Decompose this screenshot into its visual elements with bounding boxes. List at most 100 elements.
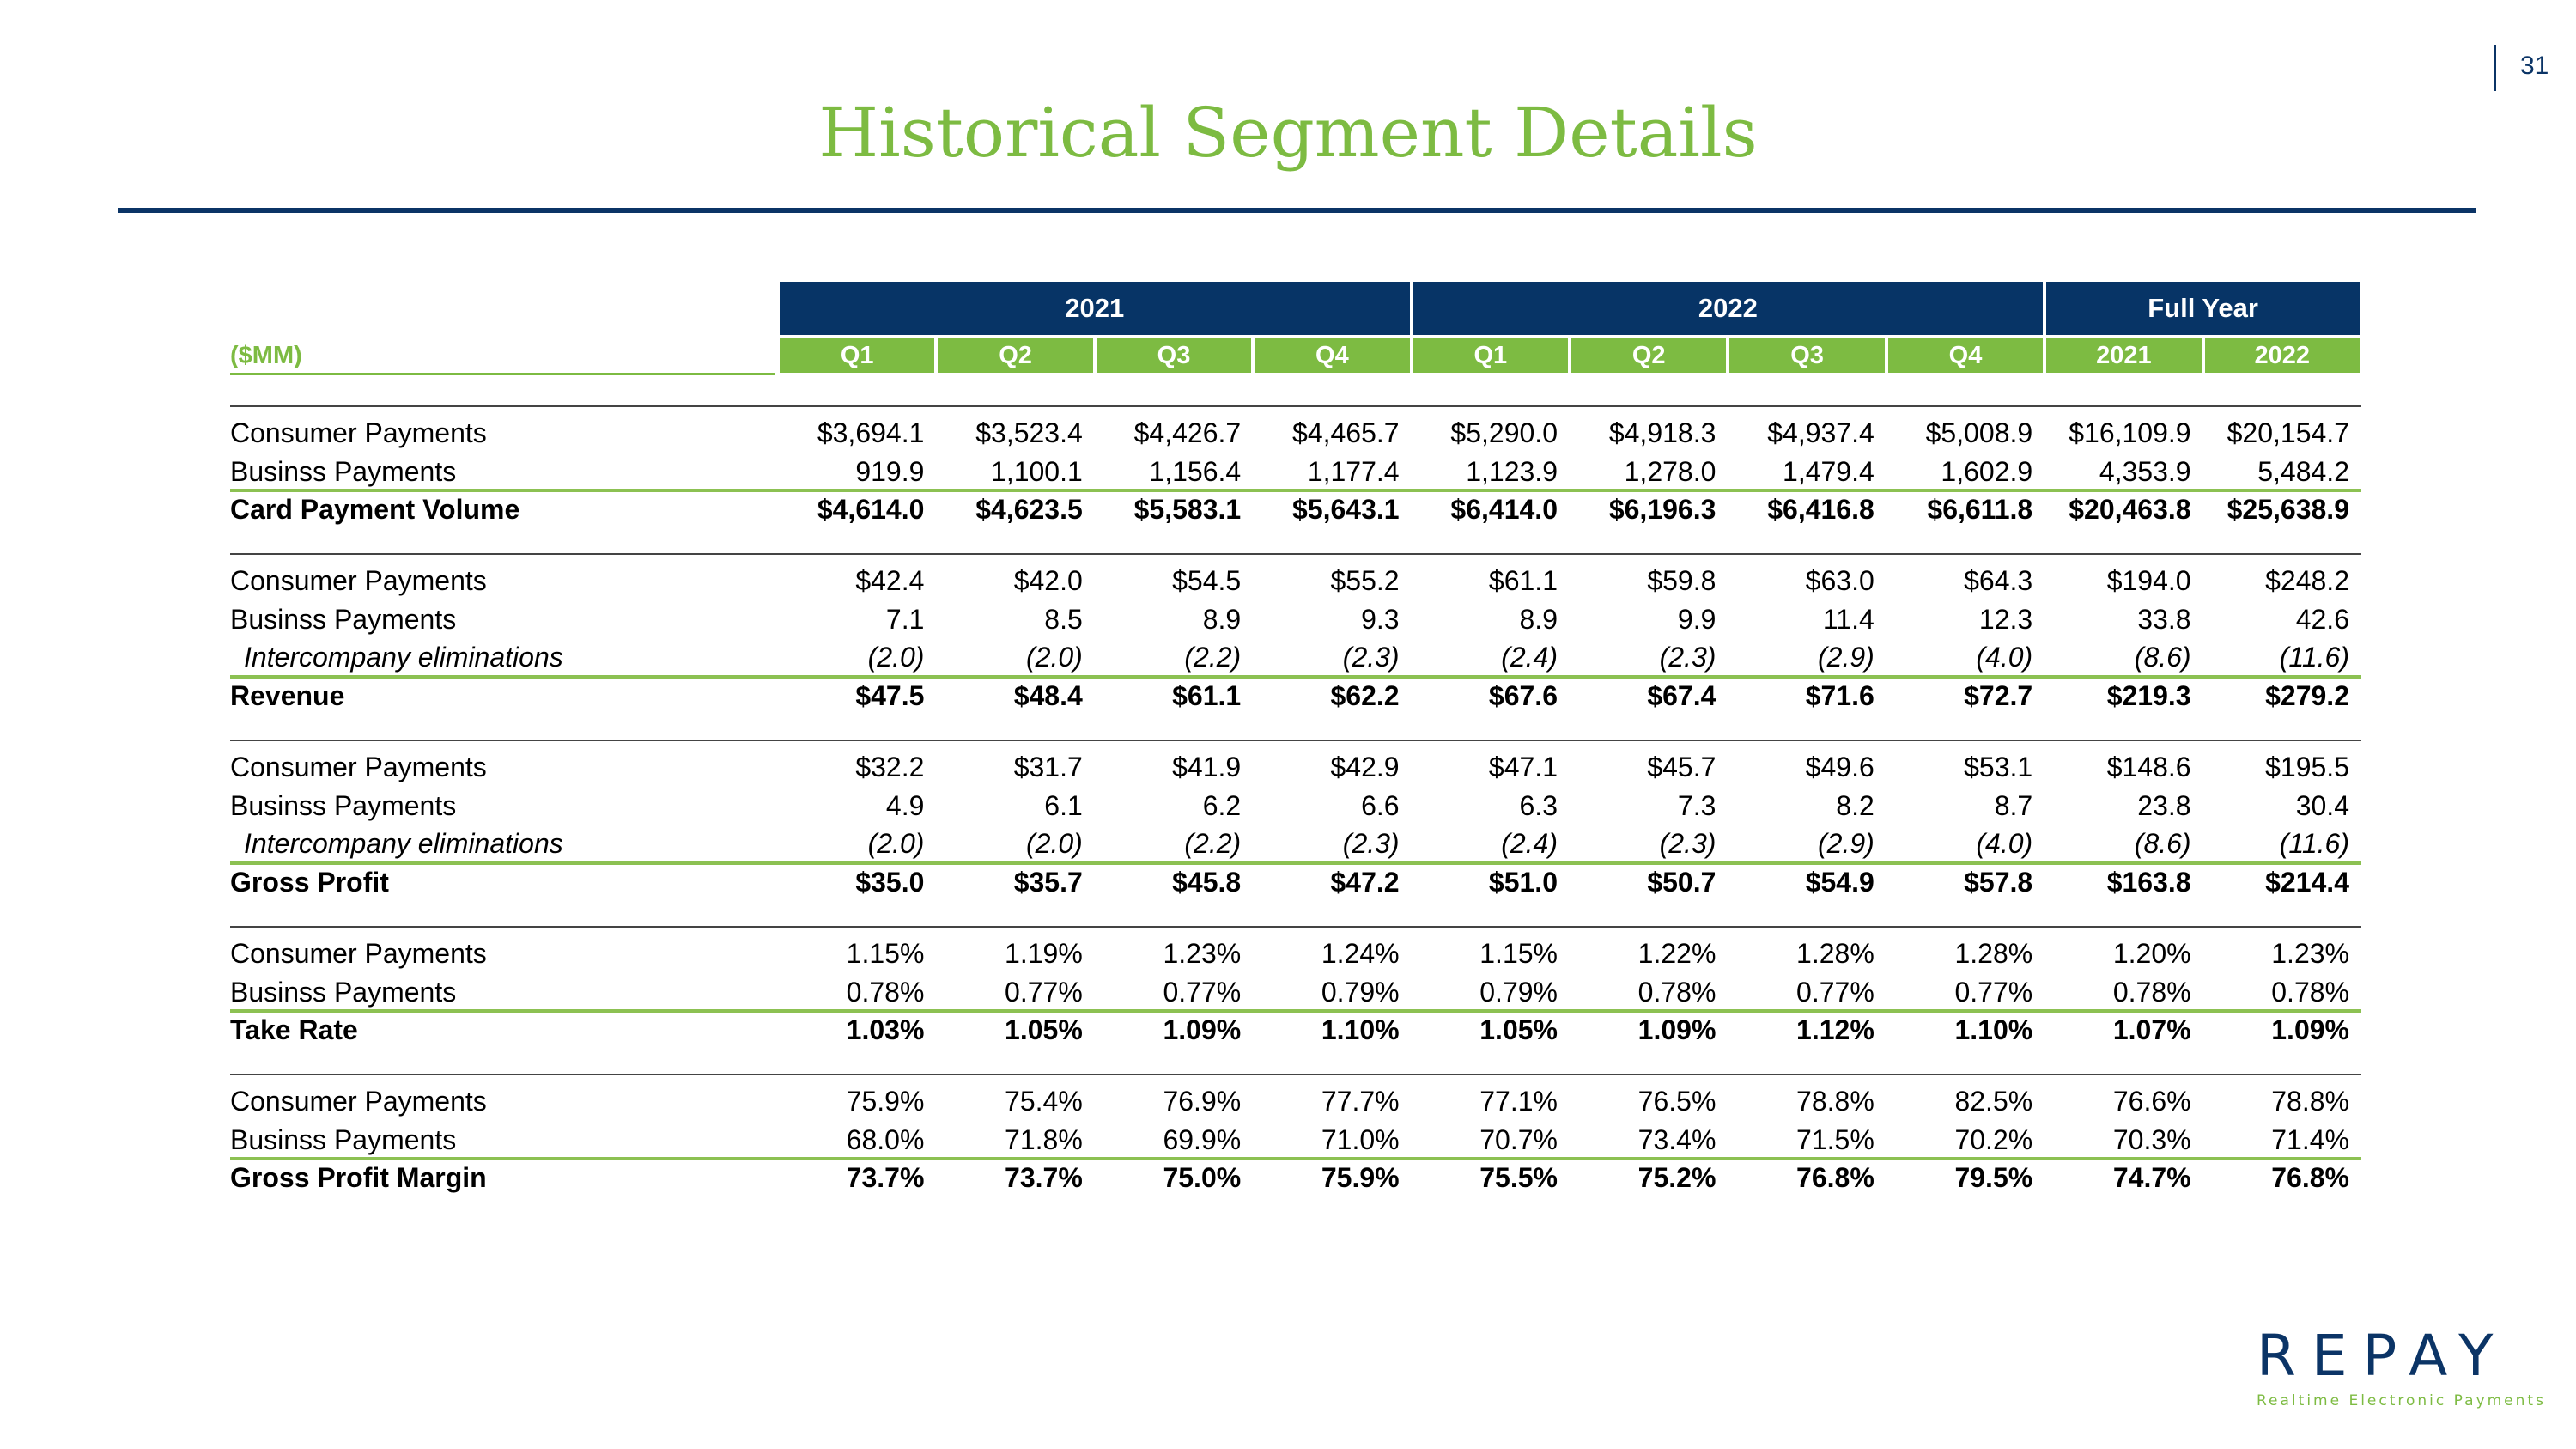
table-cell: 30.4: [2295, 789, 2349, 821]
table-cell: 73.7%: [846, 1162, 925, 1193]
units-label-underline: [230, 373, 775, 375]
table-cell: 0.78%: [1637, 976, 1716, 1008]
table-cell: 78.8%: [2271, 1086, 2349, 1117]
table-cell: (8.6): [2134, 642, 2191, 673]
table-cell: (4.0): [1976, 642, 2033, 673]
table-cell: $31.7: [1013, 752, 1083, 782]
subtotal-rule: [230, 1157, 2361, 1160]
row-label: Businss Payments: [230, 976, 457, 1008]
table-cell: 76.8%: [2271, 1162, 2349, 1193]
units-label: ($MM): [230, 342, 302, 369]
section-divider: [230, 405, 2361, 407]
table-cell: 8.9: [1202, 603, 1242, 635]
table-cell: 9.9: [1677, 603, 1716, 635]
table-cell: (2.4): [1501, 642, 1558, 673]
total-row-label: Take Rate: [230, 1014, 358, 1045]
year-header: Full Year: [2046, 282, 2360, 335]
table-cell: (2.9): [1817, 828, 1874, 859]
total-row-label: Revenue: [230, 679, 345, 711]
table-cell: (2.3): [1659, 828, 1716, 859]
table-cell: 75.4%: [1005, 1086, 1083, 1117]
table-cell: $6,416.8: [1767, 494, 1874, 525]
table-cell: $41.9: [1172, 752, 1242, 782]
table-cell: (2.0): [1025, 642, 1083, 673]
year-header: 2022: [1413, 282, 2044, 335]
column-header: Q4: [1255, 338, 1410, 373]
table-cell: 919.9: [855, 455, 925, 487]
table-cell: 42.6: [2295, 603, 2349, 635]
table-cell: 1.19%: [1005, 938, 1083, 969]
table-cell: $3,694.1: [817, 417, 925, 448]
table-cell: 6.1: [1044, 789, 1083, 821]
table-cell: 5,484.2: [2257, 455, 2349, 487]
section-divider: [230, 926, 2361, 928]
table-cell: $6,196.3: [1608, 494, 1716, 525]
table-cell: 71.5%: [1796, 1123, 1874, 1155]
table-cell: 1.05%: [1005, 1014, 1083, 1045]
table-cell: 1.10%: [1321, 1014, 1400, 1045]
table-cell: $20,463.8: [2069, 494, 2191, 525]
table-cell: $61.1: [1172, 679, 1242, 711]
table-cell: 73.4%: [1637, 1123, 1716, 1155]
table-cell: $47.5: [855, 679, 925, 711]
table-cell: 8.2: [1836, 789, 1874, 821]
row-label: Intercompany eliminations: [244, 642, 563, 673]
table-cell: 1.22%: [1637, 938, 1716, 969]
table-cell: 77.1%: [1479, 1086, 1558, 1117]
table-cell: (2.3): [1659, 642, 1716, 673]
table-cell: 78.8%: [1796, 1086, 1874, 1117]
table-cell: $25,638.9: [2227, 494, 2349, 525]
table-cell: 1.03%: [846, 1014, 925, 1045]
table-cell: (2.0): [867, 828, 925, 859]
year-header: 2021: [780, 282, 1410, 335]
table-cell: 77.7%: [1321, 1086, 1400, 1117]
table-cell: $195.5: [2265, 752, 2349, 782]
table-cell: (4.0): [1976, 828, 2033, 859]
table-cell: 1.07%: [2112, 1014, 2191, 1045]
table-cell: (11.6): [2279, 828, 2349, 859]
table-cell: 75.9%: [846, 1086, 925, 1117]
table-cell: 0.78%: [846, 976, 925, 1008]
table-cell: 12.3: [1978, 603, 2033, 635]
table-cell: 70.3%: [2112, 1123, 2191, 1155]
table-cell: $53.1: [1964, 752, 2033, 782]
table-cell: $3,523.4: [975, 417, 1083, 448]
table-cell: 75.0%: [1163, 1162, 1242, 1193]
table-cell: 23.8: [2137, 789, 2191, 821]
row-label: Consumer Payments: [230, 752, 487, 782]
table-cell: $5,008.9: [1925, 417, 2033, 448]
table-cell: 0.77%: [1005, 976, 1083, 1008]
table-cell: 0.79%: [1321, 976, 1400, 1008]
column-header: Q4: [1887, 338, 2044, 373]
row-label: Consumer Payments: [230, 565, 487, 596]
logo-tagline: Realtime Electronic Payments: [2257, 1392, 2546, 1409]
table-cell: $279.2: [2265, 679, 2349, 711]
table-cell: 4,353.9: [2099, 455, 2191, 487]
table-cell: (2.0): [867, 642, 925, 673]
table-cell: $163.8: [2106, 866, 2191, 898]
table-cell: (2.3): [1342, 642, 1400, 673]
table-cell: $45.8: [1172, 866, 1242, 898]
table-cell: 9.3: [1361, 603, 1400, 635]
table-cell: 75.2%: [1637, 1162, 1716, 1193]
table-cell: $219.3: [2106, 679, 2191, 711]
table-cell: (8.6): [2134, 828, 2191, 859]
table-cell: 74.7%: [2112, 1162, 2191, 1193]
column-header: Q3: [1096, 338, 1252, 373]
total-row-label: Card Payment Volume: [230, 494, 520, 525]
table-cell: 6.2: [1202, 789, 1242, 821]
table-cell: 1.20%: [2112, 938, 2191, 969]
table-cell: 1,156.4: [1149, 455, 1242, 487]
table-cell: 68.0%: [846, 1123, 925, 1155]
table-cell: 8.5: [1044, 603, 1083, 635]
table-cell: $59.8: [1647, 565, 1716, 596]
table-cell: 76.8%: [1796, 1162, 1874, 1193]
column-header: 2021: [2046, 338, 2202, 373]
title-underline: [118, 208, 2476, 213]
total-row-label: Gross Profit Margin: [230, 1162, 487, 1193]
logo-wordmark: REPAY: [2257, 1323, 2509, 1389]
row-label: Businss Payments: [230, 789, 457, 821]
table-cell: (2.2): [1184, 642, 1242, 673]
table-cell: 1.05%: [1479, 1014, 1558, 1045]
table-cell: 1.09%: [1163, 1014, 1242, 1045]
